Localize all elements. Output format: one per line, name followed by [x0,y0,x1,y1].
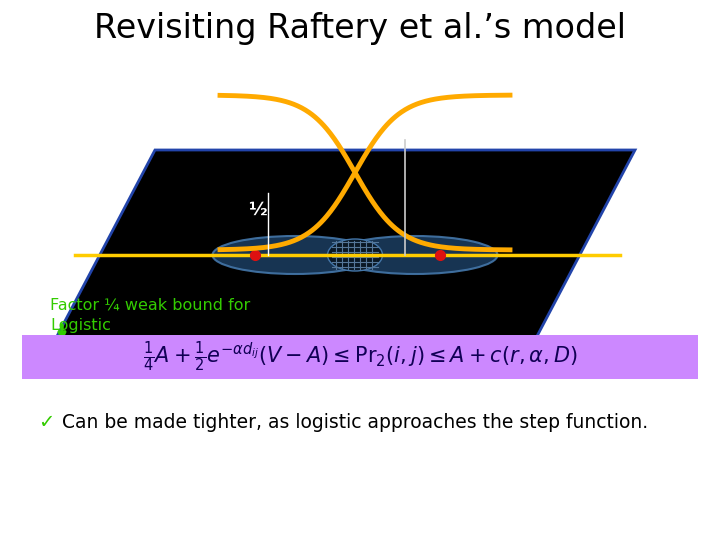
Text: Revisiting Raftery et al.’s model: Revisiting Raftery et al.’s model [94,12,626,45]
Text: ½: ½ [248,201,266,219]
Text: Can be made tighter, as logistic approaches the step function.: Can be made tighter, as logistic approac… [62,413,648,431]
Polygon shape [55,150,635,340]
Ellipse shape [328,239,382,271]
Text: $\frac{1}{4}A + \frac{1}{2}e^{-\alpha d_{ij}}(V - A) \leq \mathrm{Pr}_2(i,j) \le: $\frac{1}{4}A + \frac{1}{2}e^{-\alpha d_… [143,340,577,374]
Ellipse shape [212,236,377,274]
FancyBboxPatch shape [22,335,698,379]
Text: Factor ¼ weak bound for
Logistic: Factor ¼ weak bound for Logistic [50,298,251,333]
Ellipse shape [333,236,498,274]
Text: ✓: ✓ [38,413,55,431]
